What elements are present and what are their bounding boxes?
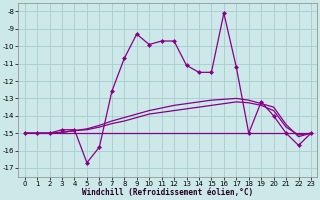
X-axis label: Windchill (Refroidissement éolien,°C): Windchill (Refroidissement éolien,°C) (82, 188, 253, 197)
